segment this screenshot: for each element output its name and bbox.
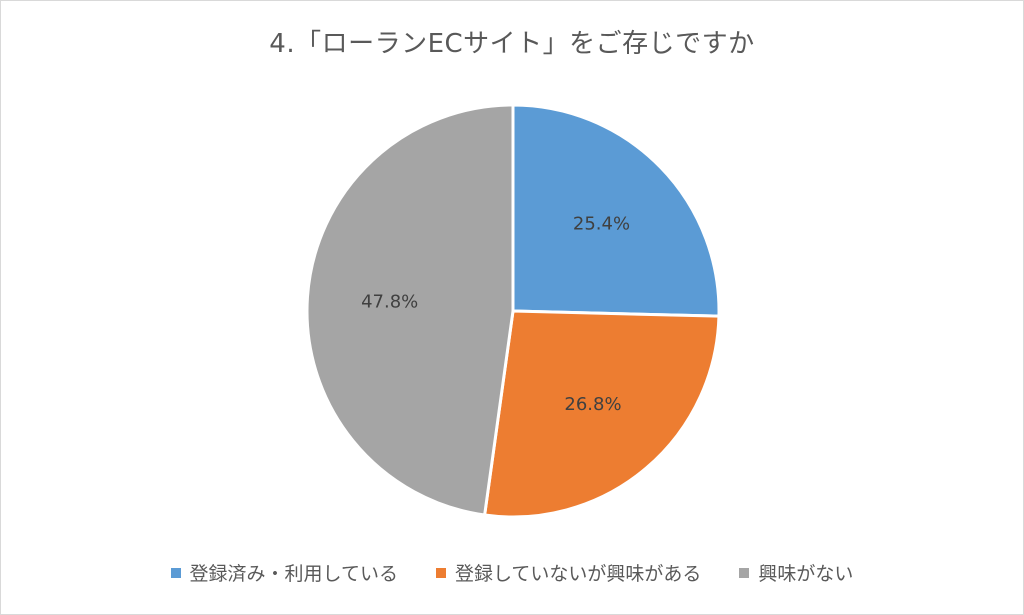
legend-label-registered: 登録済み・利用している xyxy=(189,563,398,585)
legend: 登録済み・利用している 登録していないが興味がある 興味がない xyxy=(1,559,1023,586)
legend-label-not-interested: 興味がない xyxy=(758,563,854,585)
slice-label-not-interested: 47.8% xyxy=(361,291,418,312)
slice-label-interested: 26.8% xyxy=(564,394,621,415)
pie-chart: 25.4% 26.8% 47.8% xyxy=(305,103,721,519)
legend-swatch-interested xyxy=(435,567,446,578)
legend-item-not-interested: 興味がない xyxy=(739,559,853,586)
legend-label-interested: 登録していないが興味がある xyxy=(454,563,702,585)
legend-swatch-registered xyxy=(170,567,181,578)
slice-interested xyxy=(483,309,721,519)
chart-title: 4.「ローランECサイト」をご存じですか xyxy=(269,29,755,59)
legend-item-interested: 登録していないが興味がある xyxy=(435,559,702,586)
legend-swatch-not-interested xyxy=(739,567,750,578)
slice-not-interested xyxy=(305,103,515,517)
slice-registered xyxy=(511,103,721,318)
legend-item-registered: 登録済み・利用している xyxy=(170,559,398,586)
slice-label-registered: 25.4% xyxy=(573,214,630,235)
